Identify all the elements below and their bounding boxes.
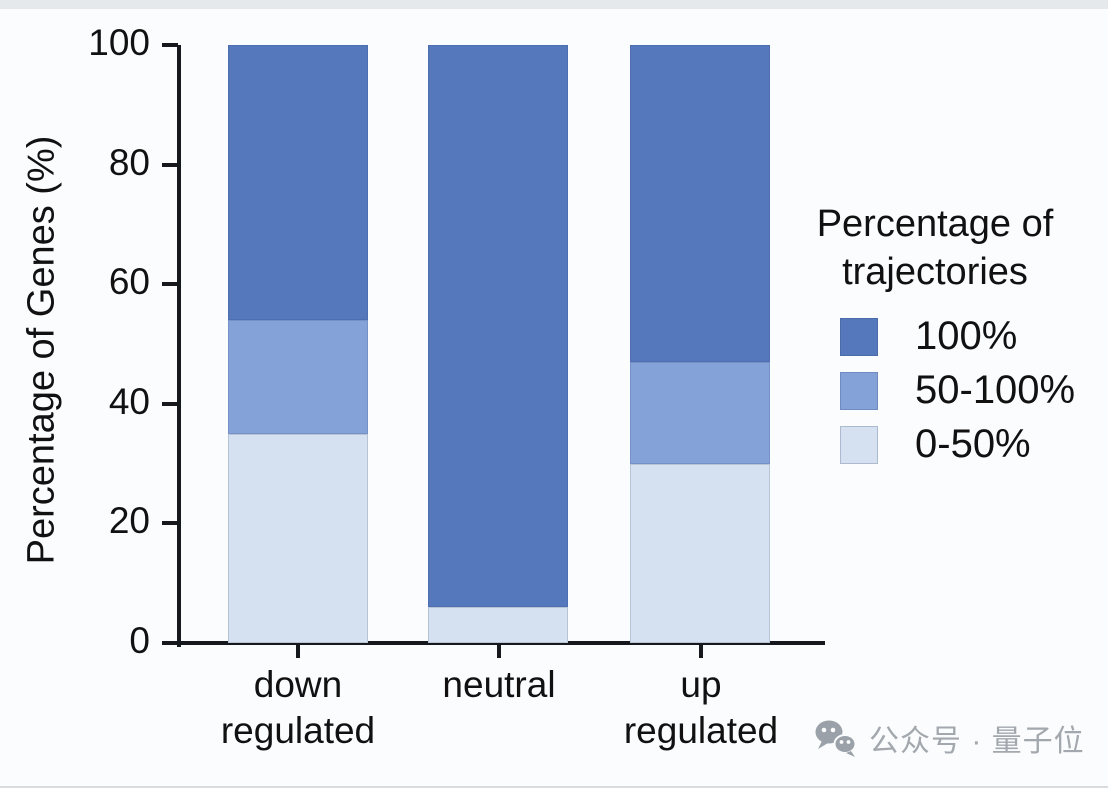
x-tick	[699, 645, 703, 658]
watermark: 公众号 · 量子位	[812, 716, 1085, 760]
y-tick-label: 0	[129, 620, 150, 661]
legend-swatch	[840, 425, 878, 464]
y-tick-label: 100	[88, 22, 150, 63]
y-tick	[162, 401, 178, 406]
x-axis-line	[177, 641, 825, 645]
x-tick	[497, 645, 501, 658]
legend: Percentage of trajectories 100% 50-100% 0-…	[780, 200, 1090, 476]
top-edge-strip	[0, 0, 1108, 9]
y-axis-line	[177, 45, 181, 647]
y-tick	[162, 521, 178, 526]
legend-label: 50-100%	[915, 368, 1076, 412]
y-tick-label: 20	[108, 500, 150, 542]
legend-swatch	[840, 317, 878, 356]
bar-neutral	[428, 45, 568, 643]
bar-up-regulated	[630, 45, 770, 643]
x-tick-label: up regulated	[623, 664, 779, 751]
y-tick	[162, 43, 178, 47]
y-tick	[162, 641, 178, 645]
bar-segment-0-50%	[428, 607, 568, 643]
legend-item: 100%	[780, 314, 1090, 359]
bar-segment-50-100%	[228, 320, 368, 434]
bar-down-regulated	[228, 45, 368, 643]
x-tick	[296, 645, 300, 658]
legend-items: 100% 50-100% 0-50%	[780, 314, 1090, 467]
bar-segment-100%	[630, 45, 770, 362]
y-tick	[162, 282, 178, 287]
legend-label: 0-50%	[915, 422, 1031, 466]
wechat-icon	[815, 720, 857, 757]
bar-segment-0-50%	[228, 433, 368, 643]
y-tick	[162, 162, 178, 167]
legend-title: Percentage of trajectories	[816, 203, 1054, 293]
bar-segment-100%	[428, 45, 568, 608]
y-tick-label: 80	[108, 141, 150, 183]
bar-segment-0-50%	[630, 463, 770, 643]
x-tick-label: down regulated	[220, 664, 376, 751]
y-tick-label: 60	[108, 261, 150, 303]
x-tick-label: neutral	[442, 664, 556, 705]
legend-swatch	[840, 371, 878, 410]
y-tick-label: 40	[108, 380, 150, 422]
legend-item: 0-50%	[780, 422, 1090, 467]
bottom-edge-line	[0, 786, 1108, 788]
watermark-text: 公众号 · 量子位	[869, 725, 1085, 758]
bar-segment-100%	[228, 45, 368, 321]
legend-label: 100%	[915, 314, 1018, 358]
bar-segment-50-100%	[630, 361, 770, 464]
legend-item: 50-100%	[780, 368, 1090, 413]
y-axis-title: Percentage of Genes (%)	[20, 135, 63, 565]
